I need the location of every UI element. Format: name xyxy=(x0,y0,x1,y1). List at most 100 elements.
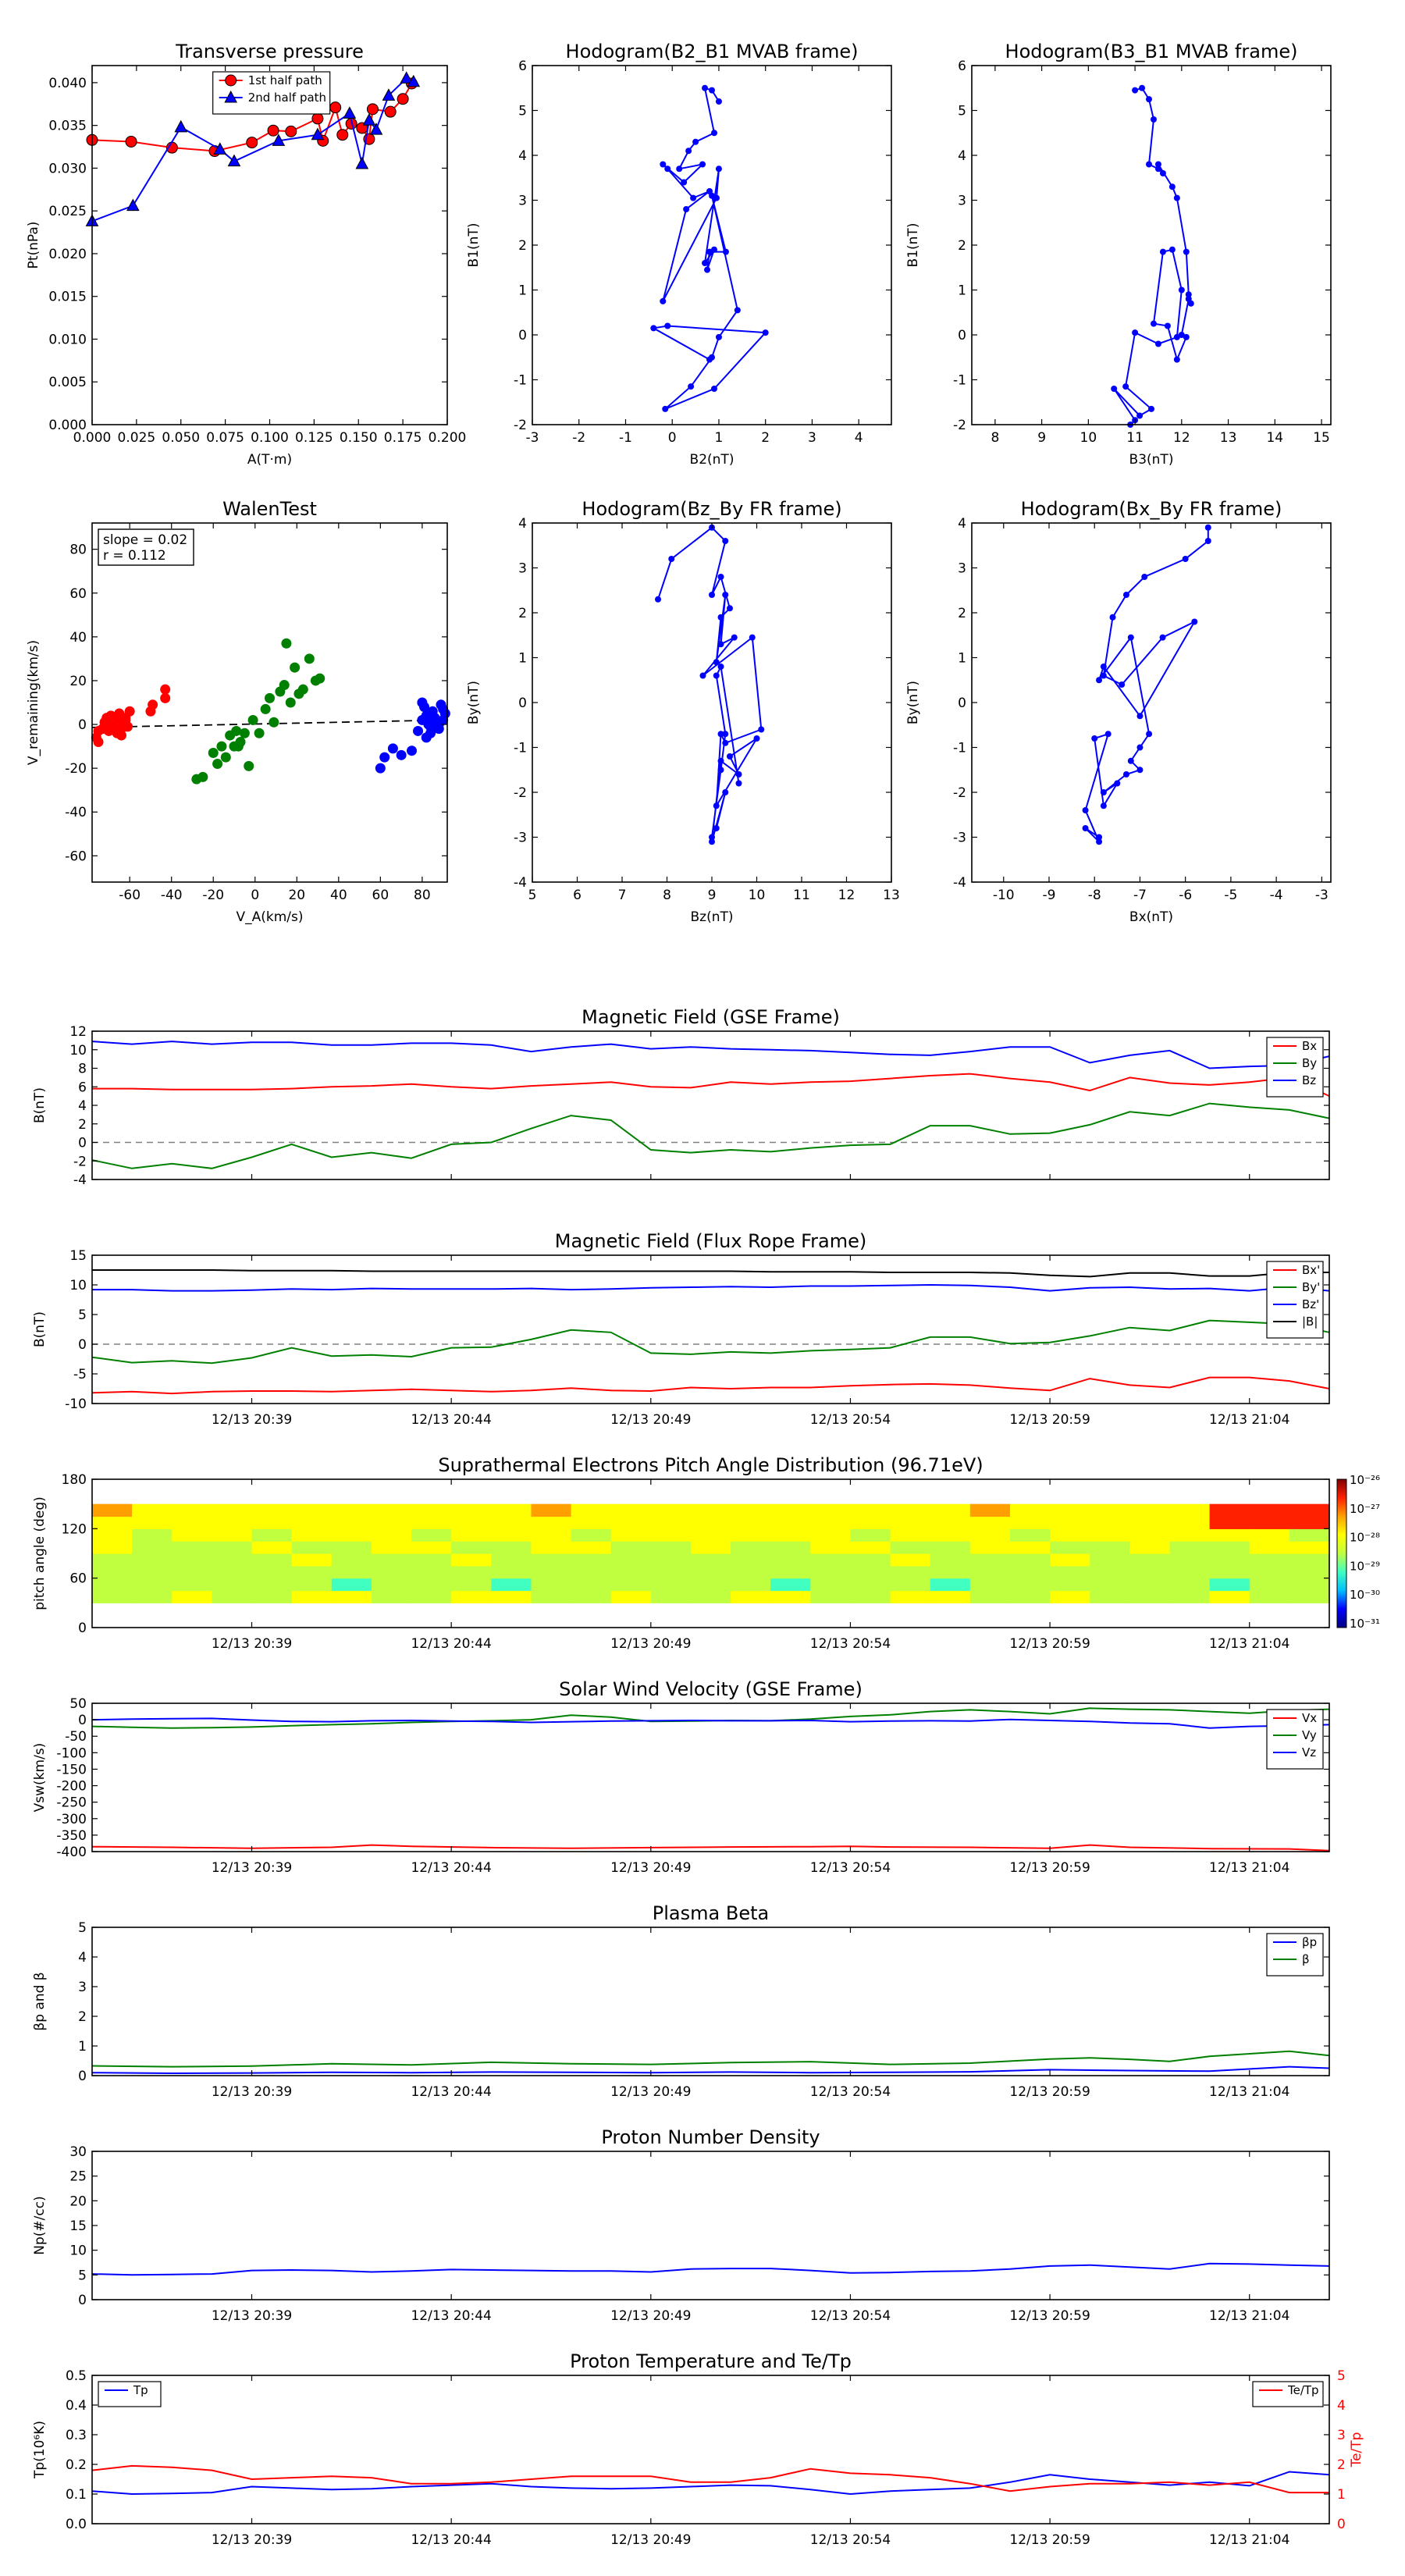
x-tick-label: -2 xyxy=(572,430,585,446)
series-line xyxy=(91,2262,1330,2276)
heatmap-cell xyxy=(291,1528,333,1542)
data-point xyxy=(709,192,715,199)
data-point xyxy=(1146,161,1153,168)
data-point xyxy=(1173,194,1180,201)
y-tick-label: 0 xyxy=(78,1337,87,1353)
data-point xyxy=(1154,340,1161,347)
x-tick-label: 60 xyxy=(372,888,389,903)
heatmap-cell xyxy=(251,1528,293,1542)
x-tick-label: 12/13 20:44 xyxy=(411,2084,491,2100)
x-tick-label: 0 xyxy=(251,888,259,903)
x-tick-label: 12/13 20:49 xyxy=(610,2532,691,2548)
x-tick-label: 12/13 20:59 xyxy=(1009,1860,1090,1876)
heatmap-cell xyxy=(371,1590,412,1603)
heatmap-cell xyxy=(1169,1541,1211,1554)
y-tick-label: -1 xyxy=(953,373,966,389)
x-tick-label: 12/13 20:54 xyxy=(810,2308,891,2324)
y-tick-label: -1 xyxy=(514,373,527,389)
y-tick-label: 5 xyxy=(958,104,966,119)
heatmap-cell xyxy=(571,1528,612,1542)
y-tick-label: -100 xyxy=(56,1745,87,1761)
data-point xyxy=(267,124,279,137)
data-point xyxy=(676,165,683,173)
heatmap-cell xyxy=(1050,1541,1090,1554)
heatmap-cell xyxy=(770,1553,811,1567)
heatmap-cell xyxy=(132,1578,173,1592)
y-tick-label: 2 xyxy=(518,606,527,621)
y-tick-label: 80 xyxy=(69,543,87,558)
chart-title: Plasma Beta xyxy=(653,1902,769,1924)
heatmap-cell xyxy=(890,1503,931,1517)
data-point xyxy=(1204,538,1211,544)
y-tick-label: -3 xyxy=(953,831,966,846)
colorbar-label: 10⁻²⁶ xyxy=(1350,1473,1380,1487)
data-point xyxy=(1183,333,1190,340)
heatmap-cell xyxy=(331,1503,372,1517)
heatmap-cell xyxy=(411,1578,452,1592)
data-point xyxy=(699,161,706,168)
heatmap-cell xyxy=(1249,1553,1290,1567)
data-point xyxy=(709,592,715,598)
data-point xyxy=(1139,84,1146,91)
data-point xyxy=(734,307,741,314)
data-point xyxy=(224,90,238,103)
heatmap-cell xyxy=(810,1516,852,1529)
heatmap-cell xyxy=(411,1528,452,1542)
x-tick-label: 2 xyxy=(761,430,770,446)
heatmap-cell xyxy=(810,1541,852,1554)
y-axis-label: B1(nT) xyxy=(466,223,482,268)
data-point xyxy=(1178,286,1185,294)
heatmap-cell xyxy=(132,1503,173,1517)
y-tick-label: -350 xyxy=(56,1828,87,1844)
y-tick-label: 6 xyxy=(78,1080,87,1095)
legend-label: β xyxy=(1302,1952,1310,1966)
heatmap-cell xyxy=(1209,1590,1250,1603)
y-tick-label: -2 xyxy=(953,418,966,433)
heatmap-cell xyxy=(531,1516,572,1529)
heatmap-cell xyxy=(212,1516,253,1529)
y-tick-label: 120 xyxy=(62,1521,87,1537)
data-point xyxy=(713,659,720,666)
heatmap-cell xyxy=(969,1503,1011,1517)
data-point xyxy=(664,165,671,173)
heatmap-cell xyxy=(92,1553,133,1567)
data-point xyxy=(717,767,724,774)
heatmap-cell xyxy=(1289,1565,1330,1579)
x-tick-label: 12/13 21:04 xyxy=(1209,1860,1289,1876)
x-tick-label: -1 xyxy=(619,430,632,446)
plot-frame xyxy=(91,1703,1330,1852)
x-tick-label: 13 xyxy=(1220,430,1237,446)
chart-title: Hodogram(Bx_By FR frame) xyxy=(1021,498,1282,520)
heatmap-cell xyxy=(251,1565,293,1579)
data-point xyxy=(112,724,123,735)
heatmap-cell xyxy=(1129,1516,1171,1529)
heatmap-cell xyxy=(930,1528,971,1542)
x-tick-label: 10 xyxy=(1080,430,1097,446)
y-tick-label: 3 xyxy=(958,194,966,209)
x-tick-label: 11 xyxy=(793,888,810,903)
data-point xyxy=(297,684,308,695)
data-point xyxy=(660,297,667,304)
chart-title: WalenTest xyxy=(222,498,317,520)
y-tick-label: 4 xyxy=(958,516,966,532)
legend-box xyxy=(98,2381,162,2407)
y-tick-label: 6 xyxy=(518,59,527,74)
legend-label: Bz xyxy=(1302,1073,1316,1087)
data-point xyxy=(685,148,692,155)
data-point xyxy=(717,574,724,580)
data-point xyxy=(709,87,715,94)
heatmap-cell xyxy=(930,1541,971,1554)
data-point xyxy=(160,684,171,695)
data-point xyxy=(662,405,669,412)
heatmap-cell xyxy=(850,1553,891,1567)
y-tick-label: 180 xyxy=(62,1472,87,1488)
heatmap-cell xyxy=(251,1590,293,1603)
heatmap-cell xyxy=(850,1590,891,1603)
colorbar-label: 10⁻²⁸ xyxy=(1350,1531,1380,1545)
chart-mag_gse: Magnetic Field (GSE Frame) -4 -2 0 2 4 6 8 10 12 B… xyxy=(32,1006,1330,1188)
x-tick-label: 12/13 20:59 xyxy=(1009,1636,1090,1652)
heatmap-cell xyxy=(1249,1503,1290,1517)
data-point xyxy=(362,113,376,126)
y-tick-label: 0.1 xyxy=(66,2487,87,2503)
heatmap-cell xyxy=(371,1516,412,1529)
